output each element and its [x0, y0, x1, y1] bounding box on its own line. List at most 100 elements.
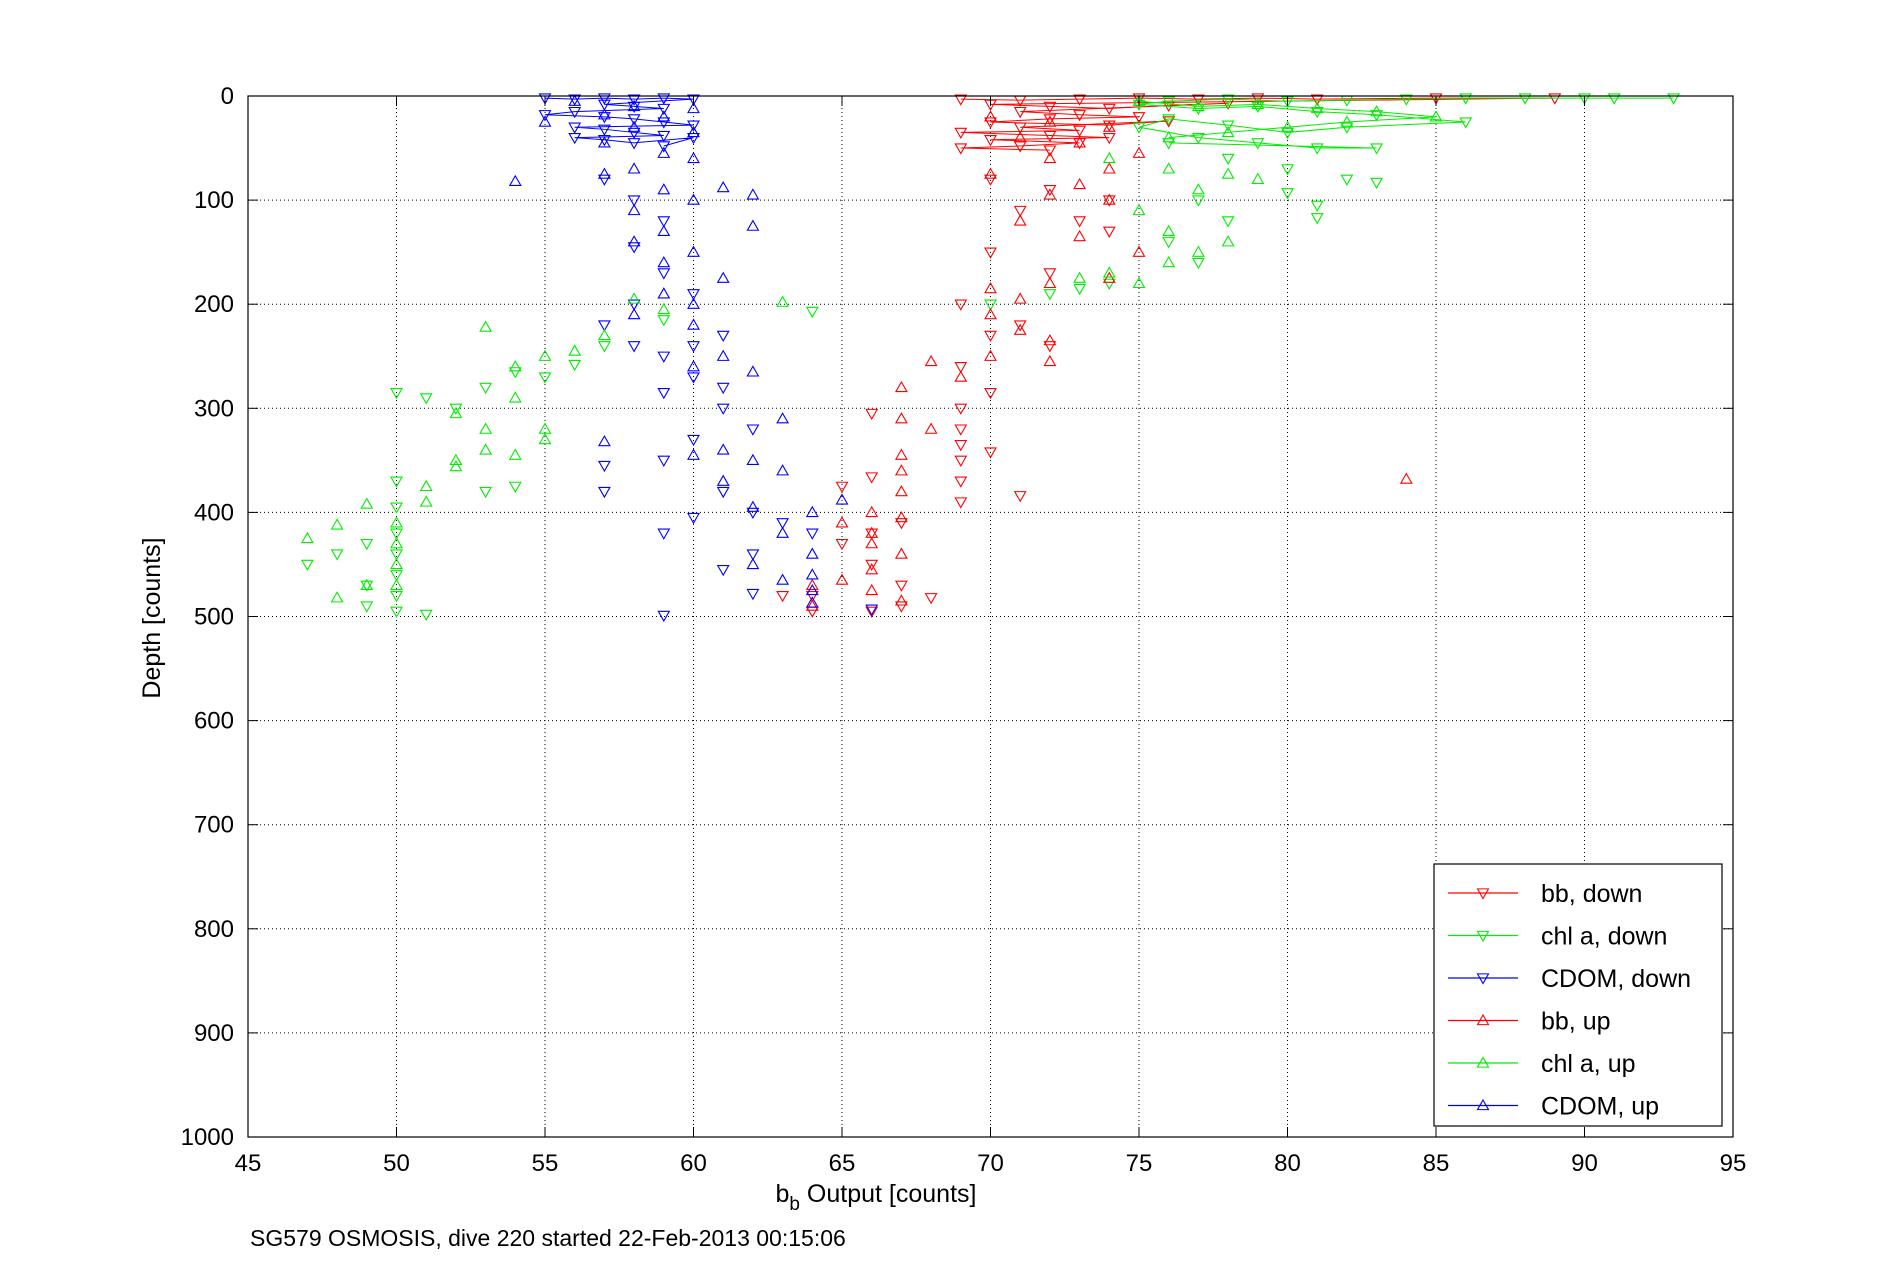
triangle-down-marker	[657, 216, 671, 228]
triangle-down-marker	[597, 135, 611, 147]
triangle-down-marker	[1310, 94, 1324, 106]
triangle-down-marker	[538, 372, 552, 384]
series-cdom-up	[508, 94, 849, 608]
x-tick-label: 80	[1274, 1150, 1301, 1177]
triangle-up-marker	[805, 568, 819, 580]
triangle-down-marker	[390, 388, 403, 400]
triangle-up-marker	[1102, 193, 1116, 205]
triangle-up-marker	[984, 167, 997, 179]
y-tick-label: 700	[194, 812, 234, 839]
triangle-down-marker	[924, 593, 938, 605]
triangle-up-marker	[1476, 1056, 1490, 1068]
triangle-up-marker	[1043, 151, 1057, 164]
triangle-up-marker	[390, 557, 403, 570]
triangle-down-marker	[984, 299, 997, 311]
triangle-down-marker	[687, 94, 700, 106]
triangle-down-marker	[954, 403, 968, 415]
triangle-down-marker	[1102, 278, 1116, 290]
triangle-up-marker	[1043, 276, 1057, 289]
triangle-up-marker	[716, 349, 730, 361]
triangle-down-marker	[627, 101, 641, 114]
triangle-up-marker	[687, 297, 700, 309]
triangle-up-marker	[1013, 323, 1027, 335]
triangle-up-marker	[390, 578, 403, 590]
legend-entry: CDOM, up	[1448, 1093, 1659, 1121]
triangle-down-marker	[1310, 213, 1324, 225]
triangle-up-marker	[1162, 224, 1176, 237]
triangle-up-marker	[300, 531, 314, 544]
triangle-down-marker	[984, 247, 997, 259]
triangle-up-marker	[1043, 115, 1057, 127]
triangle-up-marker	[1013, 214, 1027, 226]
triangle-up-marker	[449, 459, 463, 472]
y-tick-label: 400	[194, 499, 234, 526]
triangle-up-marker	[805, 505, 819, 518]
triangle-up-marker	[657, 224, 671, 237]
triangle-up-marker	[805, 547, 819, 559]
triangle-down-marker	[1162, 116, 1176, 128]
triangle-up-marker	[835, 493, 849, 505]
triangle-up-marker	[597, 167, 611, 179]
triangle-down-marker	[568, 106, 582, 119]
triangle-down-marker	[746, 549, 760, 561]
triangle-down-marker	[1191, 103, 1205, 116]
triangle-up-marker	[627, 162, 641, 174]
triangle-up-marker	[746, 365, 760, 377]
triangle-down-marker	[716, 330, 730, 343]
triangle-down-marker	[1221, 216, 1235, 228]
triangle-up-marker	[894, 448, 908, 460]
triangle-down-marker	[716, 564, 730, 577]
triangle-down-marker	[835, 538, 849, 551]
triangle-up-marker	[746, 188, 760, 200]
triangle-down-marker	[597, 341, 611, 353]
triangle-up-marker	[1073, 136, 1087, 148]
triangle-down-marker	[865, 528, 879, 540]
y-axis-label: Depth [counts]	[138, 537, 166, 698]
triangle-down-marker	[1043, 101, 1057, 114]
triangle-up-marker	[746, 500, 760, 512]
triangle-down-marker	[1073, 94, 1087, 106]
triangle-up-marker	[954, 370, 968, 382]
triangle-down-marker	[1043, 185, 1057, 197]
triangle-down-marker	[1013, 106, 1027, 119]
triangle-down-marker	[390, 591, 403, 603]
series-chl-a-up	[300, 94, 1443, 603]
triangle-up-marker	[687, 318, 700, 330]
y-tick-label: 100	[194, 187, 234, 214]
triangle-down-marker	[776, 591, 790, 603]
triangle-up-marker	[627, 235, 641, 247]
triangle-down-marker	[716, 403, 730, 415]
triangle-down-marker	[1162, 138, 1176, 150]
triangle-down-marker	[657, 117, 671, 129]
triangle-down-marker	[390, 606, 403, 618]
y-tick-label: 0	[221, 83, 234, 110]
triangle-down-marker	[1476, 888, 1490, 900]
triangle-up-marker	[776, 526, 790, 538]
triangle-down-marker	[597, 320, 611, 332]
triangle-down-marker	[1281, 127, 1294, 140]
triangle-up-marker	[597, 328, 611, 341]
triangle-up-marker	[865, 563, 879, 575]
triangle-down-marker	[1340, 122, 1354, 134]
x-tick-label: 85	[1423, 1150, 1450, 1177]
triangle-up-marker	[1043, 334, 1057, 346]
series-chl-a-down	[300, 93, 1681, 622]
triangle-up-marker	[984, 281, 997, 294]
triangle-down-marker	[1073, 110, 1087, 122]
triangle-down-marker	[835, 481, 849, 493]
triangle-up-marker	[390, 516, 403, 528]
legend-label: chl a, up	[1541, 1050, 1636, 1078]
triangle-down-marker	[984, 447, 997, 459]
triangle-up-marker	[1162, 255, 1176, 268]
triangle-up-marker	[1476, 1013, 1490, 1026]
triangle-down-marker	[657, 130, 671, 143]
triangle-down-marker	[597, 174, 611, 186]
triangle-down-marker	[1162, 114, 1176, 126]
triangle-up-marker	[716, 443, 730, 455]
triangle-down-marker	[954, 424, 968, 436]
triangle-up-marker	[1132, 203, 1146, 216]
triangle-up-marker	[538, 432, 552, 445]
triangle-up-marker	[835, 516, 849, 528]
triangle-down-marker	[627, 94, 641, 106]
triangle-up-marker	[330, 591, 344, 603]
